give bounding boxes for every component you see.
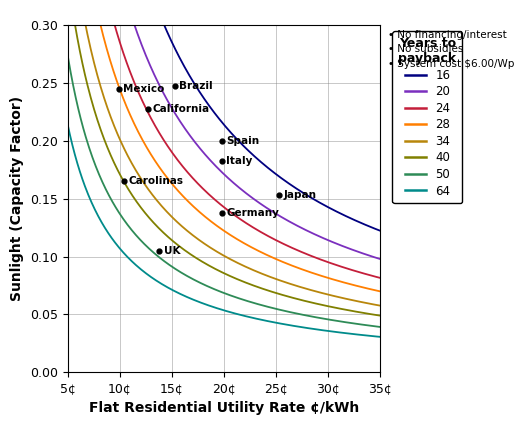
Text: UK: UK — [164, 246, 180, 256]
Text: Italy: Italy — [226, 156, 253, 166]
Legend: 16, 20, 24, 28, 34, 40, 50, 64: 16, 20, 24, 28, 34, 40, 50, 64 — [392, 31, 463, 203]
X-axis label: Flat Residential Utility Rate ¢/kWh: Flat Residential Utility Rate ¢/kWh — [89, 401, 359, 415]
Text: Mexico: Mexico — [123, 84, 164, 94]
Text: • No financing/interest
• No subsidies
• System cost $6.00/Wp: • No financing/interest • No subsidies •… — [388, 30, 515, 69]
Text: California: California — [152, 104, 209, 114]
Text: Germany: Germany — [226, 208, 279, 218]
Text: Spain: Spain — [226, 136, 259, 146]
Y-axis label: Sunlight (Capacity Factor): Sunlight (Capacity Factor) — [10, 96, 24, 301]
Text: Brazil: Brazil — [179, 80, 213, 91]
Text: Japan: Japan — [283, 190, 316, 201]
Text: Carolinas: Carolinas — [128, 176, 183, 187]
